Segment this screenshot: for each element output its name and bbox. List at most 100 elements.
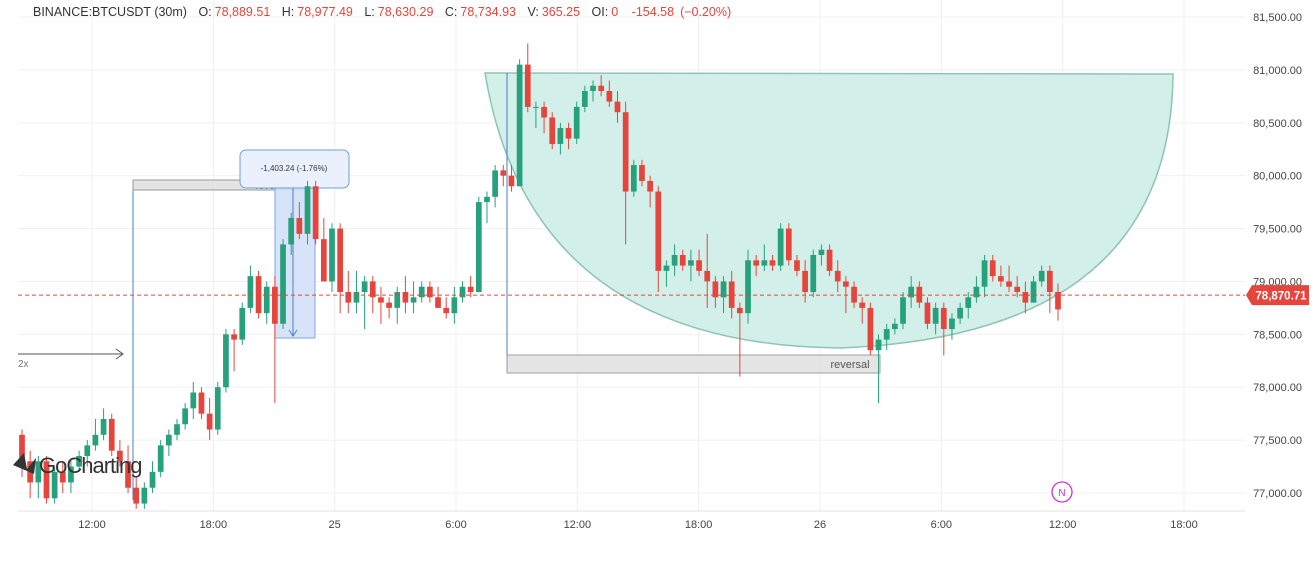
candle-down[interactable] [647, 180, 653, 192]
candle-up[interactable] [475, 202, 482, 293]
candle-down[interactable] [386, 302, 392, 308]
candle-up[interactable] [883, 329, 890, 340]
candle-up[interactable] [1030, 281, 1037, 303]
candle-down[interactable] [549, 117, 556, 144]
candle-down[interactable] [198, 392, 205, 414]
candle-down[interactable] [655, 191, 662, 271]
candle-up[interactable] [190, 392, 197, 409]
candle-down[interactable] [43, 461, 50, 499]
candle-down[interactable] [679, 255, 686, 266]
candle-up[interactable] [875, 339, 882, 351]
candle-up[interactable] [957, 307, 963, 319]
candle-up[interactable] [949, 318, 955, 330]
candle-down[interactable] [712, 281, 719, 298]
candle-down[interactable] [508, 175, 515, 187]
candle-up[interactable] [84, 445, 91, 456]
candle-down[interactable] [467, 286, 474, 293]
candle-down[interactable] [867, 307, 874, 351]
candle-up[interactable] [761, 260, 768, 266]
candle-up[interactable] [484, 196, 490, 203]
candle-down[interactable] [753, 260, 760, 266]
candle-down[interactable] [206, 413, 213, 430]
candle-down[interactable] [337, 228, 343, 293]
candle-down[interactable] [565, 128, 572, 139]
candle-up[interactable] [908, 286, 915, 298]
candle-up[interactable] [900, 297, 906, 324]
candle-down[interactable] [826, 249, 833, 271]
candle-up[interactable] [280, 244, 286, 324]
candle-down[interactable] [1022, 292, 1029, 303]
candle-down[interactable] [108, 418, 115, 451]
candle-down[interactable] [345, 292, 352, 303]
candle-down[interactable] [606, 91, 613, 102]
candle-up[interactable] [818, 249, 825, 255]
candle-up[interactable] [418, 286, 425, 298]
candle-down[interactable] [117, 450, 123, 462]
candle-down[interactable] [125, 461, 131, 488]
candle-down[interactable] [696, 260, 702, 271]
candle-down[interactable] [859, 302, 866, 308]
candle-up[interactable] [51, 471, 58, 499]
candle-down[interactable] [133, 487, 140, 504]
candle-down[interactable] [378, 297, 384, 303]
candle-up[interactable] [35, 461, 42, 483]
candle-up[interactable] [663, 265, 670, 271]
candle-down[interactable] [916, 286, 923, 303]
candle-down[interactable] [704, 270, 711, 282]
candle-down[interactable] [924, 302, 931, 324]
candle-down[interactable] [500, 170, 507, 176]
candle-down[interactable] [989, 260, 996, 277]
candle-up[interactable] [288, 217, 295, 245]
candle-down[interactable] [427, 286, 433, 298]
candle-down[interactable] [59, 471, 66, 483]
candle-up[interactable] [688, 260, 694, 266]
candle-down[interactable] [231, 334, 237, 340]
candle-up[interactable] [410, 297, 417, 303]
candle-up[interactable] [149, 471, 156, 488]
candle-up[interactable] [361, 281, 368, 293]
candle-down[interactable] [541, 106, 547, 118]
candle-down[interactable] [1055, 292, 1061, 310]
candle-up[interactable] [973, 286, 980, 298]
candle-up[interactable] [329, 228, 335, 282]
candle-up[interactable] [516, 64, 523, 187]
candle-up[interactable] [557, 128, 564, 144]
candle-up[interactable] [965, 297, 972, 308]
candle-up[interactable] [247, 276, 254, 308]
candle-down[interactable] [1006, 281, 1012, 287]
candle-up[interactable] [630, 165, 637, 192]
candle-down[interactable] [435, 297, 441, 308]
candle-up[interactable] [76, 455, 82, 467]
candle-up[interactable] [239, 307, 246, 340]
candle-down[interactable] [296, 217, 303, 234]
candle-down[interactable] [639, 165, 645, 181]
right-reversal-box[interactable] [506, 354, 881, 374]
candle-down[interactable] [402, 292, 409, 303]
candle-up[interactable] [304, 186, 311, 234]
candle-up[interactable] [223, 334, 229, 388]
candle-down[interactable] [834, 270, 841, 282]
candle-down[interactable] [1046, 270, 1053, 293]
candle-down[interactable] [843, 281, 849, 287]
candle-up[interactable] [141, 487, 148, 504]
candle-up[interactable] [100, 418, 107, 435]
candle-series[interactable] [19, 43, 1061, 509]
candle-down[interactable] [614, 101, 621, 113]
candle-down[interactable] [785, 228, 792, 261]
candle-up[interactable] [745, 260, 751, 314]
candle-down[interactable] [524, 64, 531, 107]
candle-up[interactable] [777, 228, 784, 266]
candle-down[interactable] [728, 281, 735, 308]
candle-down[interactable] [769, 260, 776, 266]
candle-down[interactable] [320, 239, 327, 282]
candle-up[interactable] [214, 387, 221, 430]
candle-up[interactable] [590, 85, 596, 92]
candle-down[interactable] [369, 281, 376, 298]
candle-down[interactable] [622, 112, 629, 192]
candle-down[interactable] [598, 85, 605, 92]
candle-down[interactable] [998, 276, 1004, 282]
candle-down[interactable] [19, 434, 25, 462]
candle-down[interactable] [802, 270, 808, 293]
candle-up[interactable] [810, 255, 817, 293]
